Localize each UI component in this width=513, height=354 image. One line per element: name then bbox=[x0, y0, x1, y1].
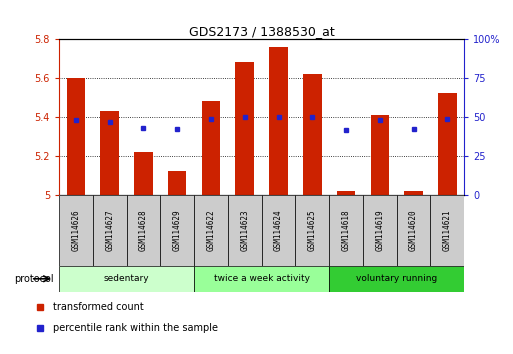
Text: GSM114621: GSM114621 bbox=[443, 209, 452, 251]
Bar bbox=[59, 195, 93, 266]
Bar bbox=[337, 191, 356, 195]
Title: GDS2173 / 1388530_at: GDS2173 / 1388530_at bbox=[189, 25, 334, 38]
Bar bbox=[329, 195, 363, 266]
Text: GSM114629: GSM114629 bbox=[173, 209, 182, 251]
Text: GSM114627: GSM114627 bbox=[105, 209, 114, 251]
Bar bbox=[397, 195, 430, 266]
Bar bbox=[438, 93, 457, 195]
Bar bbox=[235, 62, 254, 195]
Bar bbox=[127, 195, 160, 266]
Text: protocol: protocol bbox=[14, 274, 54, 284]
Text: GSM114626: GSM114626 bbox=[71, 209, 81, 251]
Text: GSM114618: GSM114618 bbox=[342, 209, 350, 251]
Bar bbox=[363, 195, 397, 266]
Bar bbox=[329, 266, 464, 292]
Bar bbox=[59, 266, 194, 292]
Text: percentile rank within the sample: percentile rank within the sample bbox=[53, 323, 218, 333]
Bar bbox=[67, 78, 85, 195]
Bar bbox=[262, 195, 295, 266]
Text: twice a week activity: twice a week activity bbox=[213, 274, 310, 283]
Bar bbox=[93, 195, 127, 266]
Text: GSM114624: GSM114624 bbox=[274, 209, 283, 251]
Text: GSM114628: GSM114628 bbox=[139, 209, 148, 251]
Bar bbox=[295, 195, 329, 266]
Bar bbox=[228, 195, 262, 266]
Bar bbox=[202, 101, 220, 195]
Text: GSM114625: GSM114625 bbox=[308, 209, 317, 251]
Bar bbox=[404, 191, 423, 195]
Text: GSM114620: GSM114620 bbox=[409, 209, 418, 251]
Bar bbox=[269, 47, 288, 195]
Bar bbox=[430, 195, 464, 266]
Text: GSM114622: GSM114622 bbox=[206, 209, 215, 251]
Text: voluntary running: voluntary running bbox=[356, 274, 438, 283]
Bar bbox=[194, 195, 228, 266]
Text: GSM114623: GSM114623 bbox=[240, 209, 249, 251]
Bar bbox=[168, 171, 187, 195]
Bar bbox=[370, 115, 389, 195]
Bar bbox=[134, 152, 153, 195]
Text: transformed count: transformed count bbox=[53, 302, 144, 312]
Text: sedentary: sedentary bbox=[104, 274, 149, 283]
Bar bbox=[101, 111, 119, 195]
Bar bbox=[303, 74, 322, 195]
Bar bbox=[194, 266, 329, 292]
Text: GSM114619: GSM114619 bbox=[376, 209, 384, 251]
Bar bbox=[160, 195, 194, 266]
